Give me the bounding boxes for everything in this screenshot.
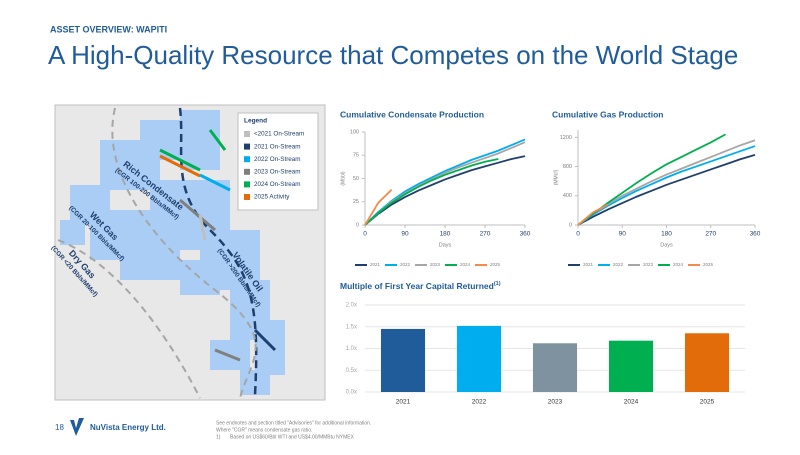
x-tick-label: 2024 xyxy=(624,399,639,406)
x-tick-label: 0 xyxy=(363,231,367,238)
series-line xyxy=(577,203,608,226)
y-tick-label: 1.0x xyxy=(346,346,357,352)
y-tick-label: 100 xyxy=(350,129,359,135)
y-tick-label: 800 xyxy=(563,164,572,170)
x-tick-label: 180 xyxy=(661,231,672,238)
series-line xyxy=(364,158,499,226)
bar xyxy=(532,343,578,392)
x-axis-label: Days xyxy=(660,242,673,248)
legend-label: 2022 xyxy=(613,262,624,267)
x-tick-label: 90 xyxy=(401,231,409,238)
x-tick-label: 180 xyxy=(440,231,451,238)
bar xyxy=(456,325,502,392)
note: See endnotes and section titled "Advisor… xyxy=(216,420,371,426)
map xyxy=(54,104,326,401)
y-tick-label: 0.5x xyxy=(346,368,357,374)
y-axis-label: (MMcf) xyxy=(553,169,559,185)
legend-label: 2025 xyxy=(490,262,501,267)
legend-swatch xyxy=(244,156,250,163)
legend-label: <2021 On-Stream xyxy=(254,131,304,138)
x-axis-label: Days xyxy=(439,242,452,248)
y-tick-label: 25 xyxy=(353,199,359,205)
legend-label: 2022 xyxy=(400,262,411,267)
legend-swatch xyxy=(244,194,250,200)
x-tick-label: 2021 xyxy=(396,399,411,406)
legend-title: Legend xyxy=(244,118,267,125)
y-axis-label: (Mbbl) xyxy=(340,171,346,186)
x-tick-label: 2022 xyxy=(472,399,487,406)
chart-title: Multiple of First Year Capital Returned(… xyxy=(340,281,501,291)
legend-label: 2021 xyxy=(370,262,381,267)
legend-label: 2024 On-Stream xyxy=(254,181,301,188)
y-tick-label: 2.0x xyxy=(346,303,357,309)
note: Where "CGR" means condensate gas ratio. xyxy=(216,427,312,433)
chart-title-text: Multiple of First Year Capital Returned xyxy=(340,281,494,291)
title: A High-Quality Resource that Competes on… xyxy=(48,40,738,70)
legend-label: 2025 xyxy=(703,262,714,267)
x-tick-label: 270 xyxy=(480,231,491,238)
y-tick-label: 75 xyxy=(353,153,359,159)
legend-label: 2025 Activity xyxy=(254,194,290,201)
footnote: Based on US$60/Bbl WTI and US$4.00/MMBtu… xyxy=(230,434,355,440)
x-tick-label: 270 xyxy=(705,231,716,238)
legend-label: 2023 xyxy=(430,262,441,267)
x-tick-label: 0 xyxy=(576,231,580,238)
y-tick-label: 1.5x xyxy=(346,324,357,330)
x-tick-label: 2025 xyxy=(700,399,715,406)
series-line xyxy=(577,153,756,226)
legend-label: 2021 On-Stream xyxy=(254,143,301,150)
y-tick-label: 0 xyxy=(356,222,359,228)
logo xyxy=(70,418,84,436)
series-line xyxy=(577,139,756,226)
series-line xyxy=(364,155,526,226)
x-tick-label: 90 xyxy=(619,231,627,238)
company: NuVista Energy Ltd. xyxy=(90,423,166,432)
series-line xyxy=(577,145,756,226)
kicker: ASSET OVERVIEW: WAPITI xyxy=(50,24,167,34)
legend-swatch xyxy=(244,168,250,175)
legend-swatch xyxy=(244,143,250,150)
bar xyxy=(684,333,730,392)
y-tick-label: 0.0x xyxy=(346,390,357,396)
bar xyxy=(608,340,654,392)
y-tick-label: 400 xyxy=(563,193,572,199)
legend-label: 2024 xyxy=(673,262,684,267)
chart-title: Cumulative Gas Production xyxy=(552,109,663,119)
x-tick-label: 2023 xyxy=(548,399,563,406)
legend-swatch xyxy=(244,181,250,188)
y-tick-label: 0 xyxy=(569,222,572,228)
y-tick-label: 1200 xyxy=(560,135,572,141)
page-number: 18 xyxy=(55,423,64,432)
bar xyxy=(380,328,426,392)
legend-label: 2022 On-Stream xyxy=(254,156,301,163)
footnote-marker: 1) xyxy=(216,434,221,440)
legend-label: 2024 xyxy=(460,262,471,267)
legend-label: 2023 xyxy=(643,262,654,267)
legend-label: 2023 On-Stream xyxy=(254,168,301,175)
x-tick-label: 360 xyxy=(750,231,761,238)
legend-label: 2021 xyxy=(583,262,594,267)
chart-title-superscript: (1) xyxy=(494,281,501,287)
legend-swatch xyxy=(244,131,250,137)
series-line xyxy=(364,189,393,226)
y-tick-label: 50 xyxy=(353,176,359,182)
chart-title: Cumulative Condensate Production xyxy=(340,109,484,119)
x-tick-label: 360 xyxy=(520,231,531,238)
series-line xyxy=(364,141,526,226)
